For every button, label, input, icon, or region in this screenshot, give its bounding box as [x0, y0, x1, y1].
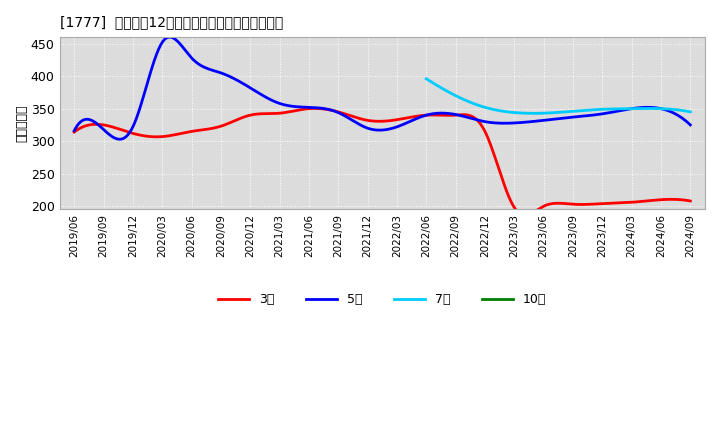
5年	[165, 34, 174, 40]
7年	[422, 76, 431, 81]
3年	[436, 113, 445, 118]
5年	[115, 137, 124, 142]
7年	[530, 111, 539, 116]
5年	[593, 112, 602, 117]
3年	[593, 201, 602, 206]
3年	[70, 129, 78, 135]
7年	[423, 77, 431, 82]
7年	[585, 107, 593, 113]
Line: 7年: 7年	[426, 79, 690, 114]
7年	[686, 109, 695, 114]
Text: [1777]  経常利益12か月移動合計の標準偏差の推移: [1777] 経常利益12か月移動合計の標準偏差の推移	[60, 15, 283, 29]
7年	[579, 108, 588, 113]
3年	[686, 198, 695, 204]
7年	[662, 106, 671, 112]
Line: 5年: 5年	[74, 37, 690, 139]
3年	[311, 106, 320, 111]
3年	[438, 113, 447, 118]
3年	[72, 128, 81, 133]
5年	[72, 125, 81, 130]
5年	[686, 122, 695, 128]
Line: 3年: 3年	[74, 108, 690, 215]
3年	[632, 199, 641, 205]
3年	[521, 212, 530, 217]
Y-axis label: （百万円）: （百万円）	[15, 105, 28, 142]
7年	[580, 108, 589, 113]
3年	[449, 113, 458, 118]
Legend: 3年, 5年, 7年, 10年: 3年, 5年, 7年, 10年	[213, 288, 552, 311]
7年	[645, 106, 654, 111]
5年	[451, 112, 460, 117]
5年	[438, 110, 447, 116]
5年	[632, 105, 641, 110]
5年	[70, 128, 78, 133]
5年	[441, 110, 449, 116]
